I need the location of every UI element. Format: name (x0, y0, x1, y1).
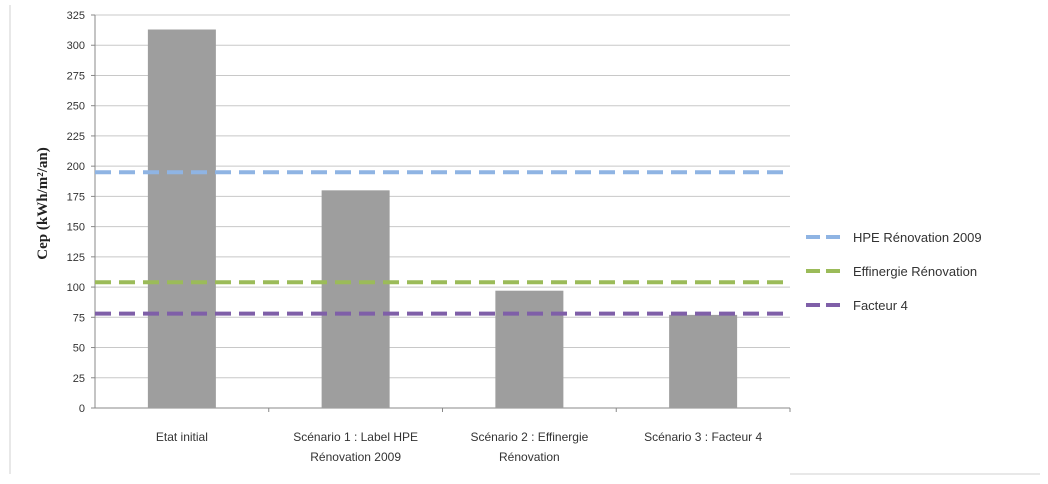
y-tick-label: 100 (67, 282, 85, 294)
y-tick-label: 300 (67, 40, 85, 52)
legend-label: Effinergie Rénovation (853, 264, 977, 279)
reference-lines (95, 170, 790, 316)
y-tick-label: 325 (67, 10, 85, 22)
legend-label: Facteur 4 (853, 298, 908, 313)
bar (669, 314, 738, 408)
y-tick-label: 25 (73, 373, 85, 385)
x-category-label: Scénario 2 : Effinergie (470, 430, 588, 444)
y-tick-label: 275 (67, 70, 85, 82)
bar (321, 190, 390, 408)
labels: 0 25 50 75 100 125 150 175 200 225 250 275 300 325 Cep… (35, 10, 762, 464)
y-tick-label: 0 (79, 403, 85, 415)
bar (495, 290, 564, 408)
x-category-label: Etat initial (156, 430, 208, 444)
y-tick-label: 150 (67, 222, 85, 234)
y-tick-label: 125 (67, 252, 85, 264)
bar (147, 29, 216, 408)
x-category-label: Rénovation 2009 (310, 450, 401, 464)
y-tick-label: 250 (67, 101, 85, 113)
x-category-label: Scénario 3 : Facteur 4 (644, 430, 762, 444)
x-category-label: Scénario 1 : Label HPE (293, 430, 418, 444)
bars (147, 29, 738, 408)
x-category-label: Rénovation (499, 450, 560, 464)
legend-label: HPE Rénovation 2009 (853, 230, 982, 245)
y-axis-title: Cep (kWh/m²/an) (35, 147, 51, 259)
legend: HPE Rénovation 2009 Effinergie Rénovation… (806, 230, 982, 313)
y-tick-label: 75 (73, 312, 85, 324)
y-tick-label: 50 (73, 343, 85, 355)
y-tick-label: 200 (67, 161, 85, 173)
y-tick-label: 175 (67, 191, 85, 203)
y-tick-label: 225 (67, 131, 85, 143)
